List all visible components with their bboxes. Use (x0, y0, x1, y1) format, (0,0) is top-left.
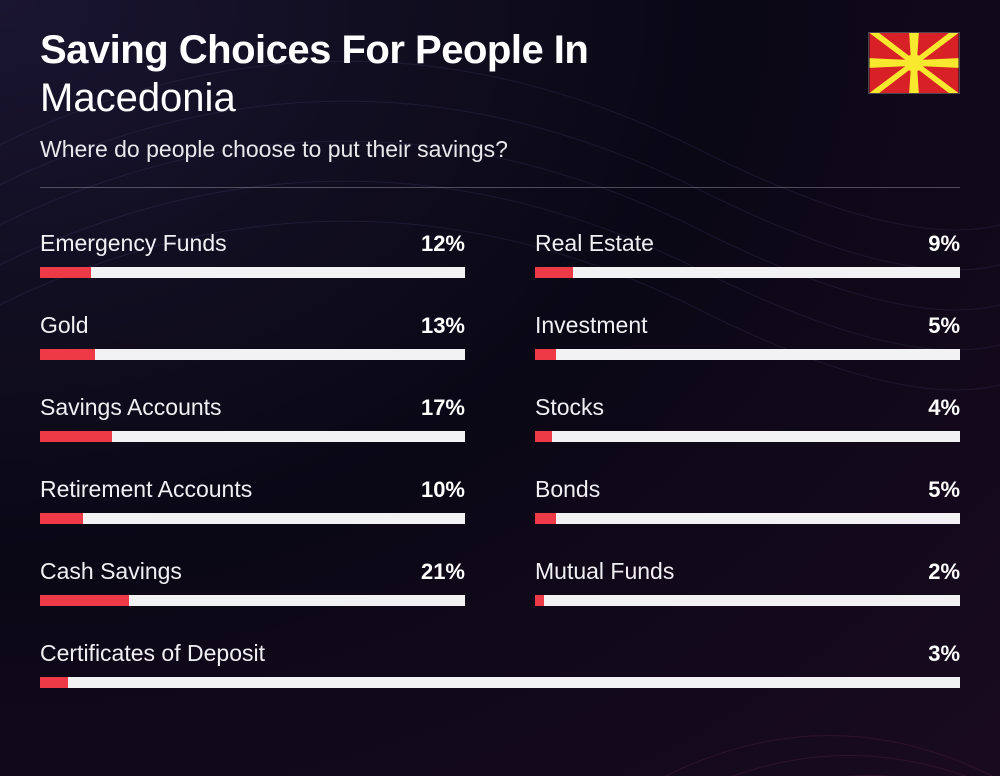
bar-value: 4% (928, 395, 960, 421)
bar-fill (40, 513, 83, 524)
bar-fill (535, 513, 556, 524)
bar-item: Gold 13% (40, 312, 465, 360)
bar-item: Certificates of Deposit 3% (40, 640, 960, 688)
bar-track (40, 595, 465, 606)
bar-track (40, 513, 465, 524)
header-row: Saving Choices For People In Macedonia W… (40, 28, 960, 163)
bar-fill (535, 431, 552, 442)
bar-track (40, 349, 465, 360)
bar-item: Bonds 5% (535, 476, 960, 524)
bar-value: 13% (421, 313, 465, 339)
title-block: Saving Choices For People In Macedonia W… (40, 28, 868, 163)
bar-track (535, 513, 960, 524)
bar-fill (535, 349, 556, 360)
bar-track (40, 431, 465, 442)
bar-item: Mutual Funds 2% (535, 558, 960, 606)
bar-fill (40, 349, 95, 360)
bar-value: 17% (421, 395, 465, 421)
bar-item: Cash Savings 21% (40, 558, 465, 606)
bar-item: Real Estate 9% (535, 230, 960, 278)
bar-value: 3% (928, 641, 960, 667)
bar-item: Savings Accounts 17% (40, 394, 465, 442)
bar-label: Bonds (535, 476, 600, 503)
bar-label: Investment (535, 312, 648, 339)
bar-item: Investment 5% (535, 312, 960, 360)
subtitle: Where do people choose to put their savi… (40, 136, 868, 163)
bar-value: 9% (928, 231, 960, 257)
bar-fill (40, 677, 68, 688)
bars-grid: Emergency Funds 12% Real Estate 9% Gold … (40, 196, 960, 688)
bar-fill (535, 595, 544, 606)
bar-value: 5% (928, 313, 960, 339)
bar-label: Savings Accounts (40, 394, 222, 421)
bar-label: Mutual Funds (535, 558, 674, 585)
bar-label: Stocks (535, 394, 604, 421)
title-country: Macedonia (40, 74, 868, 122)
bar-item: Stocks 4% (535, 394, 960, 442)
bar-value: 12% (421, 231, 465, 257)
bar-label: Certificates of Deposit (40, 640, 265, 667)
bar-track (40, 267, 465, 278)
bar-label: Cash Savings (40, 558, 182, 585)
bar-fill (40, 431, 112, 442)
bar-fill (535, 267, 573, 278)
bar-item: Retirement Accounts 10% (40, 476, 465, 524)
infographic-container: Saving Choices For People In Macedonia W… (0, 0, 1000, 708)
bar-fill (40, 595, 129, 606)
bar-track (535, 267, 960, 278)
bar-value: 10% (421, 477, 465, 503)
divider (40, 187, 960, 188)
bar-label: Real Estate (535, 230, 654, 257)
bar-track (40, 677, 960, 688)
title-line1: Saving Choices For People In (40, 28, 868, 72)
bar-label: Retirement Accounts (40, 476, 252, 503)
bar-track (535, 431, 960, 442)
bar-value: 2% (928, 559, 960, 585)
flag-icon (868, 32, 960, 94)
bar-value: 21% (421, 559, 465, 585)
bar-label: Gold (40, 312, 89, 339)
bar-track (535, 349, 960, 360)
bar-item: Emergency Funds 12% (40, 230, 465, 278)
bar-label: Emergency Funds (40, 230, 227, 257)
bar-value: 5% (928, 477, 960, 503)
bar-track (535, 595, 960, 606)
bar-fill (40, 267, 91, 278)
